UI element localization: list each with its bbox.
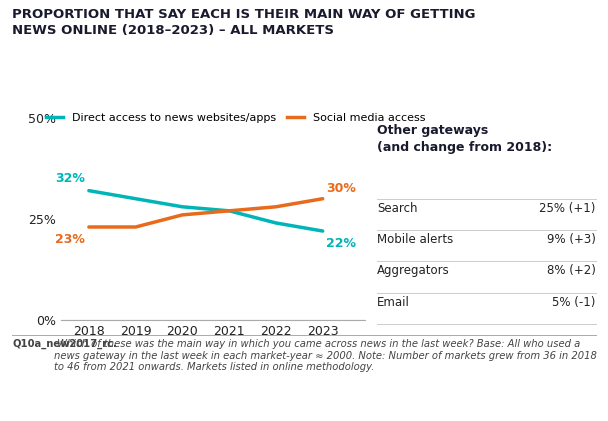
Text: 30%: 30% bbox=[326, 182, 356, 195]
Text: 22%: 22% bbox=[326, 237, 356, 250]
Legend: Direct access to news websites/apps, Social media access: Direct access to news websites/apps, Soc… bbox=[42, 109, 430, 128]
Text: 25% (+1): 25% (+1) bbox=[539, 202, 596, 215]
Text: Other gateways
(and change from 2018):: Other gateways (and change from 2018): bbox=[377, 124, 552, 154]
Text: Aggregators: Aggregators bbox=[377, 264, 450, 277]
Text: Mobile alerts: Mobile alerts bbox=[377, 233, 453, 246]
Text: Q10a_new2017_rc.: Q10a_new2017_rc. bbox=[12, 339, 117, 349]
Text: 5% (-1): 5% (-1) bbox=[553, 296, 596, 309]
Text: Email: Email bbox=[377, 296, 410, 309]
Text: 9% (+3): 9% (+3) bbox=[547, 233, 596, 246]
Text: PROPORTION THAT SAY EACH IS THEIR MAIN WAY OF GETTING
NEWS ONLINE (2018–2023) – : PROPORTION THAT SAY EACH IS THEIR MAIN W… bbox=[12, 8, 475, 37]
Text: 23%: 23% bbox=[55, 233, 85, 246]
Text: Which of these was the main way in which you came across news in the last week? : Which of these was the main way in which… bbox=[54, 339, 596, 372]
Text: Search: Search bbox=[377, 202, 418, 215]
Text: 8% (+2): 8% (+2) bbox=[547, 264, 596, 277]
Text: 32%: 32% bbox=[55, 172, 85, 184]
